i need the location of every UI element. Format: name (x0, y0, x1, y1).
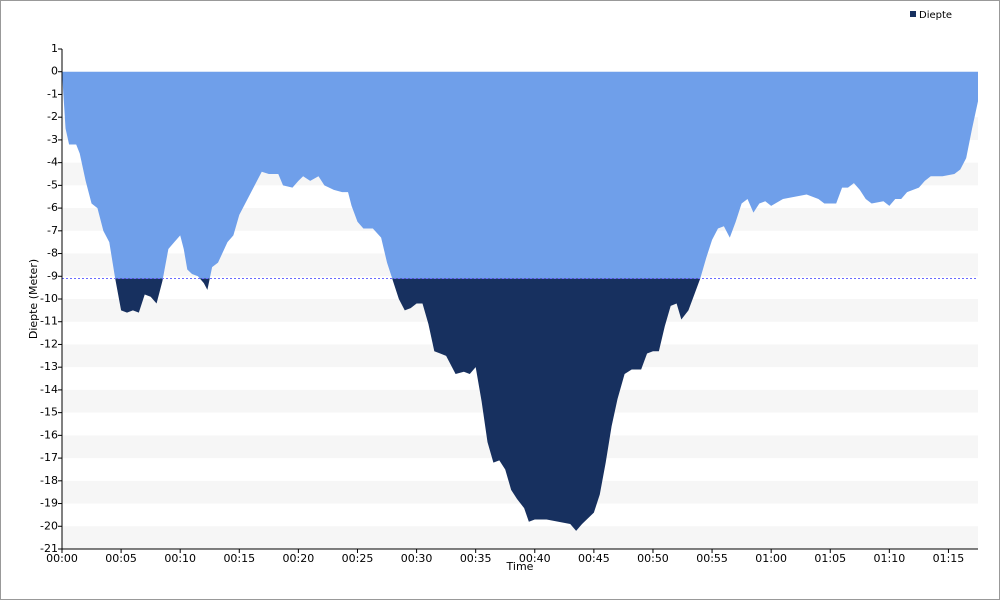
y-tick-label: -10 (40, 292, 58, 305)
y-tick-label: 0 (51, 65, 58, 78)
grid-band (62, 526, 978, 549)
x-tick-label: 00:10 (164, 552, 196, 565)
y-tick-label: -4 (47, 156, 58, 169)
y-tick-label: -2 (47, 110, 58, 123)
y-tick-label: -20 (40, 519, 58, 532)
y-tick-label: -11 (40, 315, 58, 328)
x-tick-label: 00:20 (283, 552, 315, 565)
x-axis-label: Time (506, 560, 534, 573)
x-tick-label: 00:05 (105, 552, 137, 565)
y-tick-label: -7 (47, 224, 58, 237)
area-deep (115, 278, 701, 531)
y-tick-label: -1 (47, 87, 58, 100)
y-tick-label: -18 (40, 474, 58, 487)
x-tick-label: 00:15 (223, 552, 255, 565)
x-tick-label: 00:35 (460, 552, 492, 565)
y-tick-label: -14 (40, 383, 58, 396)
y-tick-label: -15 (40, 406, 58, 419)
y-tick-label: -16 (40, 428, 58, 441)
x-tick-label: 00:50 (637, 552, 669, 565)
y-tick-label: -5 (47, 178, 58, 191)
y-tick-label: -8 (47, 247, 58, 260)
y-tick-label: -9 (47, 269, 58, 282)
x-tick-label: 00:00 (46, 552, 78, 565)
x-tick-label: 01:10 (874, 552, 906, 565)
area-shallow (62, 71, 978, 279)
y-tick-label: -3 (47, 133, 58, 146)
y-tick-label: 1 (51, 42, 58, 55)
x-tick-label: 01:05 (814, 552, 846, 565)
y-tick-label: -17 (40, 451, 58, 464)
x-tick-label: 00:45 (578, 552, 610, 565)
y-tick-label: -6 (47, 201, 58, 214)
x-tick-label: 00:55 (696, 552, 728, 565)
x-tick-label: 01:00 (755, 552, 787, 565)
y-axis-label: Diepte (Meter) (27, 259, 40, 339)
legend-label: Diepte (919, 10, 952, 21)
x-tick-label: 01:15 (933, 552, 965, 565)
x-tick-label: 00:40 (519, 552, 551, 565)
y-tick-label: -21 (40, 542, 58, 555)
y-tick-label: -12 (40, 337, 58, 350)
x-tick-label: 00:30 (401, 552, 433, 565)
y-tick-label: -19 (40, 497, 58, 510)
legend-swatch (910, 11, 916, 17)
x-tick-label: 00:25 (342, 552, 374, 565)
y-tick-label: -13 (40, 360, 58, 373)
